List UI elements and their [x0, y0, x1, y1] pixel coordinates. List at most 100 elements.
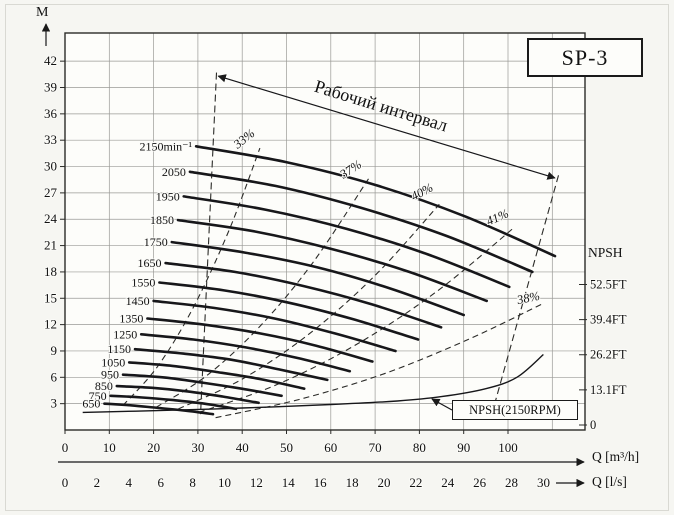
rpm-label-950: 950: [101, 368, 119, 382]
y-tick-label: 27: [44, 185, 58, 200]
left-boundary: [200, 72, 218, 415]
pump-curve-2050: [188, 170, 534, 274]
rpm-label-1350: 1350: [119, 311, 143, 325]
y-tick-label: 3: [51, 396, 58, 411]
x-tick-label: 40: [236, 440, 249, 455]
working-interval-arrow: [217, 74, 556, 180]
x-tick-label: 20: [147, 440, 160, 455]
x-tick-label: 60: [324, 440, 337, 455]
x-ls-tick-label: 26: [473, 475, 487, 490]
pump-curve-1350: [146, 317, 374, 363]
pump-curve-950: [121, 373, 283, 398]
rpm-label-1450: 1450: [126, 294, 150, 308]
x-axis-m3h-label: Q [m³/h]: [592, 449, 640, 464]
pump-curve-1750: [170, 240, 465, 317]
pump-curve-1550: [158, 281, 420, 341]
y-tick-label: 18: [44, 264, 57, 279]
x-tick-label: 80: [413, 440, 426, 455]
x-ls-tick-label: 10: [218, 475, 231, 490]
efficiency-lines: [122, 147, 542, 419]
rpm-label-1950: 1950: [156, 189, 180, 203]
pump-curve-1650: [164, 261, 443, 329]
x-ls-tick-label: 24: [441, 475, 455, 490]
npsh-axis-label: NPSH: [588, 245, 623, 260]
efficiency-line-40%: [178, 203, 440, 410]
rpm-label-750: 750: [89, 389, 107, 403]
x-tick-label: 30: [191, 440, 204, 455]
pump-curve-1450: [152, 299, 397, 353]
x-axis-ls: 0 2 4 6 8 10 12 14 16 18 20 22 24 26 28 30: [61, 474, 585, 491]
right-boundary: [491, 175, 560, 412]
y-tick-label: 9: [51, 343, 58, 358]
rpm-label-1250: 1250: [113, 327, 137, 341]
x-tick-label: 70: [369, 440, 382, 455]
x-ls-tick-label: 6: [157, 475, 164, 490]
rpm-label-1050: 1050: [101, 355, 125, 369]
pump-curve-1950: [182, 195, 511, 289]
x-ls-tick-label: 2: [94, 475, 101, 490]
pump-curve-1150: [133, 347, 329, 382]
x-ls-tick-label: 0: [62, 475, 69, 490]
efficiency-line-38%: [215, 303, 542, 419]
x-ls-tick-label: 4: [126, 475, 133, 490]
y-tick-label: 15: [44, 290, 57, 305]
npsh-tick-label: 26.2FT: [590, 348, 627, 362]
npsh-tick-label: 52.5FT: [590, 277, 627, 291]
pump-curve-750: [109, 394, 238, 411]
rpm-label-1650: 1650: [138, 256, 162, 270]
y-axis-unit-label: M: [36, 5, 49, 20]
pump-curve-1050: [127, 361, 306, 390]
npsh-tick-label: 13.1FT: [590, 383, 627, 397]
rpm-label-650: 650: [82, 397, 100, 411]
rpm-label-1750: 1750: [144, 235, 168, 249]
y-tick-label: 33: [44, 132, 57, 147]
x-tick-label: 100: [498, 440, 518, 455]
y-tick-label: 30: [44, 159, 57, 174]
y-tick-label: 21: [44, 238, 57, 253]
rpm-label-2150: 2150min⁻¹: [140, 139, 193, 153]
scan-border: [5, 4, 669, 511]
working-interval-boundaries: [200, 72, 560, 415]
pump-curve-850: [115, 384, 260, 405]
rpm-label-2050: 2050: [162, 165, 186, 179]
pump-curve-1250: [139, 333, 352, 373]
rpm-label-1150: 1150: [107, 342, 131, 356]
efficiency-line-41%: [198, 226, 515, 413]
chart-title-box: SP-3: [527, 38, 643, 77]
y-tick-label: 24: [44, 211, 58, 226]
x-ls-tick-label: 20: [377, 475, 390, 490]
y-tick-label: 12: [44, 317, 57, 332]
efficiency-label-38%: 38%: [515, 289, 541, 308]
y-tick-label: 39: [44, 80, 57, 95]
x-ls-tick-label: 12: [250, 475, 263, 490]
x-ls-tick-label: 22: [409, 475, 422, 490]
npsh-tick-label: 0: [590, 418, 596, 432]
npsh-callout-arrow: [431, 398, 453, 411]
x-tick-label: 50: [280, 440, 293, 455]
y-tick-label: 42: [44, 53, 57, 68]
x-ls-tick-label: 8: [189, 475, 196, 490]
x-axis-ls-label: Q [l/s]: [592, 474, 627, 489]
pump-curve-650: [103, 402, 215, 416]
rpm-label-850: 850: [95, 379, 113, 393]
x-tick-label: 90: [457, 440, 470, 455]
npsh-tick-label: 39.4FT: [590, 313, 627, 327]
y-tick-label: 36: [44, 106, 58, 121]
x-tick-label: 10: [103, 440, 116, 455]
plot-border: [64, 32, 586, 431]
pump-curves: 2150min⁻¹ 2050 1950 1850 1750 1650 1550 1450 135…: [81, 138, 557, 416]
x-ls-tick-label: 28: [505, 475, 518, 490]
x-axis-m3h: 0 10 20 30 40 50 60 70 80 90 100: [61, 430, 519, 456]
x-ls-tick-label: 16: [314, 475, 328, 490]
rpm-label-1850: 1850: [150, 213, 174, 227]
y-tick-label: 6: [51, 369, 58, 384]
x-ls-tick-label: 14: [282, 475, 296, 490]
pump-curve-1850: [176, 218, 488, 303]
rpm-label-1550: 1550: [131, 275, 155, 289]
npsh-axis-ticks: 52.5FT 39.4FT 26.2FT 13.1FT 0: [579, 276, 628, 433]
x-tick-label: 0: [62, 440, 69, 455]
efficiency-line-33%: [122, 147, 261, 406]
